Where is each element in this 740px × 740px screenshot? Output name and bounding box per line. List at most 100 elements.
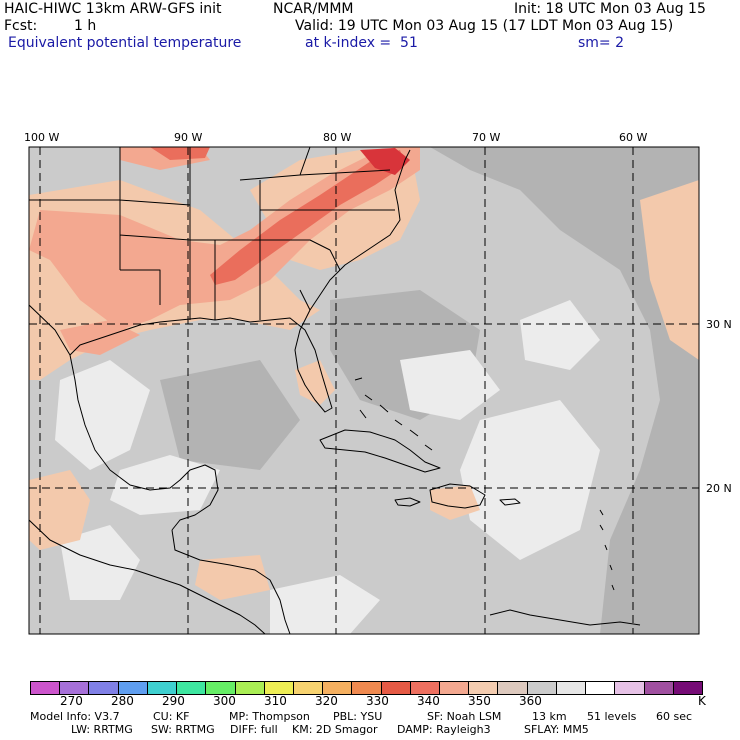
grid-lines (29, 147, 699, 634)
field-red-band (210, 150, 405, 285)
colorbar-swatch (117, 681, 148, 695)
coastline-jamaica (394, 497, 421, 507)
field-peach-florida (295, 360, 335, 405)
lon-label-80w: 80 W (323, 131, 351, 144)
colorbar-swatch (643, 681, 674, 695)
coastline-hispaniola (429, 483, 486, 509)
coastline-mexico (69, 354, 219, 531)
colorbar-swatch (672, 681, 703, 695)
org-label: NCAR/MMM (273, 1, 354, 17)
colorbar-label: 310 (264, 694, 287, 708)
colorbar-swatch (380, 681, 411, 695)
coastline-us (29, 149, 411, 413)
field-peach-atlantic (640, 180, 699, 360)
colorbar-label: 290 (162, 694, 185, 708)
field-light-yucatan (110, 455, 220, 515)
field-light-caribbean (460, 400, 600, 560)
footer-cu: CU: KF (153, 710, 190, 723)
footer-resolution: 13 km (532, 710, 567, 723)
coastline-puerto-rico (499, 498, 521, 506)
colorbar-swatch (88, 681, 119, 695)
lat-label-20n: 20 N (706, 482, 732, 495)
footer-model-info: Model Info: V3.7 (30, 710, 120, 723)
valid-time: Valid: 19 UTC Mon 03 Aug 15 (17 LDT Mon … (295, 18, 674, 34)
footer-diff: DIFF: full (230, 723, 278, 736)
colorbar-label: 280 (111, 694, 134, 708)
lat-label-30n: 30 N (706, 318, 732, 331)
colorbar-swatch (439, 681, 470, 695)
field-name: Equivalent potential temperature (8, 35, 242, 51)
colorbar-swatch (146, 681, 178, 695)
lon-label-70w: 70 W (472, 131, 500, 144)
footer-levels: 51 levels (587, 710, 637, 723)
smoothing-label: sm= 2 (578, 35, 625, 51)
field-red-north (150, 147, 210, 160)
footer-sf: SF: Noah LSM (427, 710, 502, 723)
colorbar-swatch (322, 681, 353, 695)
coastline-bahamas (354, 377, 433, 451)
field-light-south (270, 575, 380, 634)
field-dark-gray-atlantic (430, 147, 699, 634)
footer-lw: LW: RRTMG (71, 723, 133, 736)
coastline-central-america (171, 529, 291, 634)
colorbar-swatch (59, 681, 90, 695)
colorbar-swatch (205, 681, 236, 695)
colorbar-label: 300 (213, 694, 236, 708)
field-light-gulf-west (55, 360, 150, 470)
colorbar-swatch (555, 681, 587, 695)
fcst-value: 1 h (74, 18, 97, 34)
colorbar-unit: K (698, 694, 706, 708)
field-peach-mexico (29, 470, 90, 550)
coastline-cuba (319, 429, 441, 473)
colorbar-swatch (409, 681, 441, 695)
map-field (29, 147, 699, 634)
lon-label-60w: 60 W (619, 131, 647, 144)
coastline-south-america (489, 609, 641, 626)
colorbar-swatch (614, 681, 645, 695)
field-peach-honduras (195, 555, 270, 600)
map-frame (28, 146, 700, 635)
lon-label-100w: 100 W (24, 131, 59, 144)
colorbar-swatch (351, 681, 382, 695)
field-dark-gray-gulf (160, 360, 300, 470)
field-red-south-texas (60, 320, 140, 355)
coastlines (29, 147, 641, 634)
state-borders (29, 147, 395, 320)
init-time: Init: 18 UTC Mon 03 Aug 15 (514, 1, 706, 17)
coastline-pacific (29, 519, 266, 634)
colorbar-swatch (585, 681, 616, 695)
footer-pbl: PBL: YSU (333, 710, 383, 723)
footer-sflay: SFLAY: MM5 (524, 723, 589, 736)
colorbar-swatch (176, 681, 207, 695)
colorbar-label: 340 (417, 694, 440, 708)
footer-timestep: 60 sec (656, 710, 693, 723)
colorbar-swatch (263, 681, 294, 695)
footer-sw: SW: RRTMG (151, 723, 215, 736)
lon-label-90w: 90 W (174, 131, 202, 144)
field-salmon-band (29, 147, 420, 330)
model-title: HAIC-HIWC 13km ARW-GFS init (4, 1, 222, 17)
fcst-label: Fcst: (4, 18, 38, 34)
colorbar-label: 360 (519, 694, 542, 708)
level-label: at k-index = 51 (305, 35, 418, 51)
field-peach-hispaniola (430, 485, 480, 520)
colorbar-swatch (468, 681, 499, 695)
footer-mp: MP: Thompson (229, 710, 310, 723)
colorbar-swatch (234, 681, 265, 695)
colorbar-label: 270 (60, 694, 83, 708)
field-light-bahamas (400, 350, 500, 420)
coastline-lesser-antilles (599, 509, 615, 591)
colorbar-swatch (292, 681, 324, 695)
colorbar-label: 320 (315, 694, 338, 708)
weather-map: 100 W 90 W 80 W 70 W 60 W 30 N 20 N (24, 131, 732, 635)
colorbar-label: 330 (366, 694, 389, 708)
colorbar-label: 350 (468, 694, 491, 708)
colorbar-swatch (526, 681, 557, 695)
footer-damp: DAMP: Rayleigh3 (397, 723, 491, 736)
footer-km: KM: 2D Smagor (292, 723, 378, 736)
field-light-central-america (60, 525, 140, 600)
field-light-east (520, 300, 600, 370)
colorbar-swatch (497, 681, 528, 695)
colorbar-swatch (30, 681, 61, 695)
field-deep-red-midatlantic (360, 148, 410, 175)
